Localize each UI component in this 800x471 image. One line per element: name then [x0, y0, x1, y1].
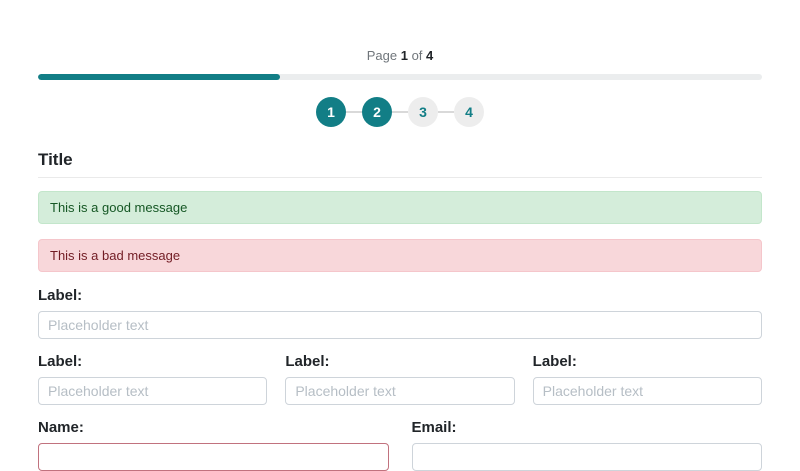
stepper: 1 2 3 4 — [38, 97, 762, 127]
field-col: Name: — [38, 420, 389, 471]
success-alert: This is a good message — [38, 191, 762, 224]
page-indicator: Page 1 of 4 — [38, 0, 762, 62]
error-alert: This is a bad message — [38, 239, 762, 272]
triple-input-3[interactable] — [532, 377, 762, 405]
email-label: Email: — [411, 419, 457, 436]
page-indicator-of: of — [411, 48, 423, 63]
field-col: Label: — [285, 353, 515, 405]
step-connector — [392, 111, 408, 113]
step-circle-4[interactable]: 4 — [454, 97, 484, 127]
field-label: Label: — [532, 353, 577, 370]
field-row-triple: Label: Label: Label: — [38, 354, 762, 405]
field-col: Label: — [38, 353, 268, 405]
triple-input-2[interactable] — [285, 377, 515, 405]
field-label: Label: — [38, 287, 83, 304]
field-group-full: Label: — [38, 288, 762, 339]
step-circle-3[interactable]: 3 — [408, 97, 438, 127]
field-label: Label: — [38, 353, 83, 370]
page-indicator-prefix: Page — [366, 48, 398, 63]
name-label: Name: — [38, 419, 84, 436]
full-width-input[interactable] — [38, 311, 762, 339]
step-circle-1[interactable]: 1 — [316, 97, 346, 127]
step-connector — [438, 111, 454, 113]
progress-bar — [38, 74, 762, 80]
email-input[interactable] — [411, 443, 762, 471]
step-connector — [346, 111, 362, 113]
progress-fill — [38, 74, 280, 80]
field-label: Label: — [285, 353, 330, 370]
field-row-contact: Name: Email: — [38, 420, 762, 471]
page-indicator-current: 1 — [400, 48, 408, 63]
page-title: Title — [38, 150, 73, 169]
step-circle-2[interactable]: 2 — [362, 97, 392, 127]
field-col: Email: — [411, 419, 762, 471]
triple-input-1[interactable] — [38, 377, 268, 405]
page-indicator-total: 4 — [426, 48, 434, 63]
name-input[interactable] — [38, 443, 389, 471]
field-col: Label: — [532, 353, 762, 405]
title-divider — [38, 177, 762, 178]
